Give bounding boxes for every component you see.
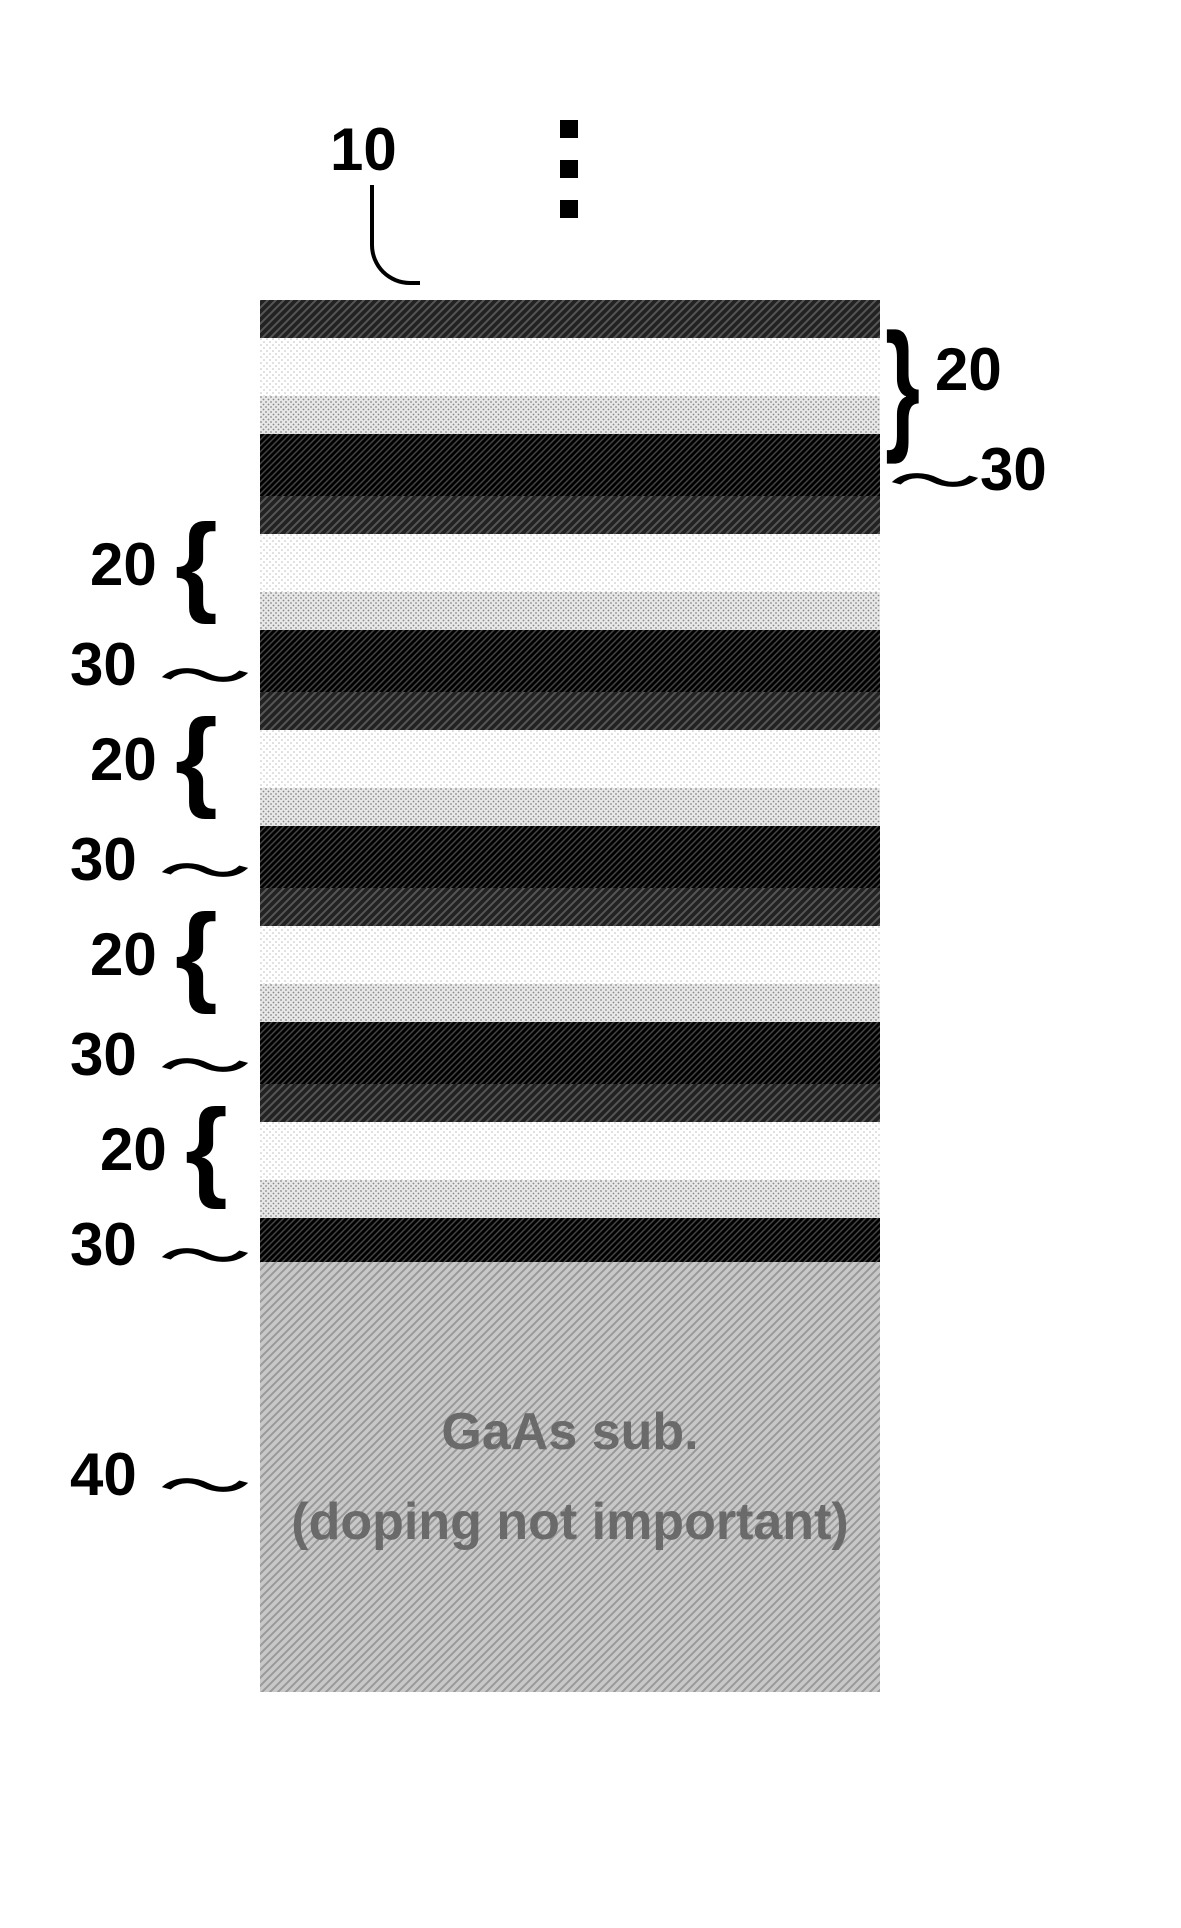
brace-icon: { — [175, 695, 218, 822]
substrate-text-2: (doping not important) — [260, 1492, 880, 1552]
layer-cell-c — [260, 592, 880, 630]
layer-cell-b — [260, 1122, 880, 1180]
ref-40-label: 40 — [70, 1440, 137, 1509]
ref-20-label: 20 — [90, 920, 157, 989]
layer-cell-b — [260, 730, 880, 788]
layer-cell-a — [260, 692, 880, 730]
layer-cell-c — [260, 1180, 880, 1218]
dot-icon — [560, 120, 578, 138]
brace-icon: { — [185, 1085, 228, 1212]
layer-cell-c — [260, 984, 880, 1022]
brace-icon: { — [175, 890, 218, 1017]
layer-separator — [260, 1218, 880, 1262]
ref-30-label: 30 — [70, 1020, 137, 1089]
substrate-text-1: GaAs sub. — [260, 1402, 880, 1462]
dot-icon — [560, 160, 578, 178]
continuation-dots — [560, 120, 578, 218]
dot-icon — [560, 200, 578, 218]
layer-substrate: GaAs sub. (doping not important) — [260, 1262, 880, 1692]
tilde-lead-icon: 〜 — [160, 1220, 250, 1285]
ref-20-label: 20 — [90, 530, 157, 599]
layer-separator — [260, 630, 880, 692]
layer-cell-b — [260, 534, 880, 592]
layer-cell-c — [260, 396, 880, 434]
layer-separator — [260, 434, 880, 496]
layer-separator — [260, 1022, 880, 1084]
layer-stack: GaAs sub. (doping not important) — [260, 300, 880, 1692]
ref-10-label: 10 — [330, 115, 397, 184]
layer-cell-b — [260, 926, 880, 984]
tilde-lead-icon: 〜 — [890, 445, 980, 510]
ref-30-label-right: 30 — [980, 435, 1047, 504]
layer-cell-a — [260, 888, 880, 926]
layer-cell-c — [260, 788, 880, 826]
brace-icon: { — [175, 500, 218, 627]
layer-cell-a — [260, 496, 880, 534]
ref-20-label: 20 — [100, 1115, 167, 1184]
ref-30-label: 30 — [70, 630, 137, 699]
tilde-lead-icon: 〜 — [160, 1450, 250, 1515]
ref-30-label: 30 — [70, 825, 137, 894]
layer-cell-b — [260, 338, 880, 396]
layer-separator — [260, 826, 880, 888]
ref-20-label: 20 — [90, 725, 157, 794]
layer-cell-a — [260, 300, 880, 338]
ref-10-lead — [370, 185, 420, 285]
ref-20-label-right: 20 — [935, 335, 1002, 404]
layer-cell-a — [260, 1084, 880, 1122]
ref-30-label: 30 — [70, 1210, 137, 1279]
